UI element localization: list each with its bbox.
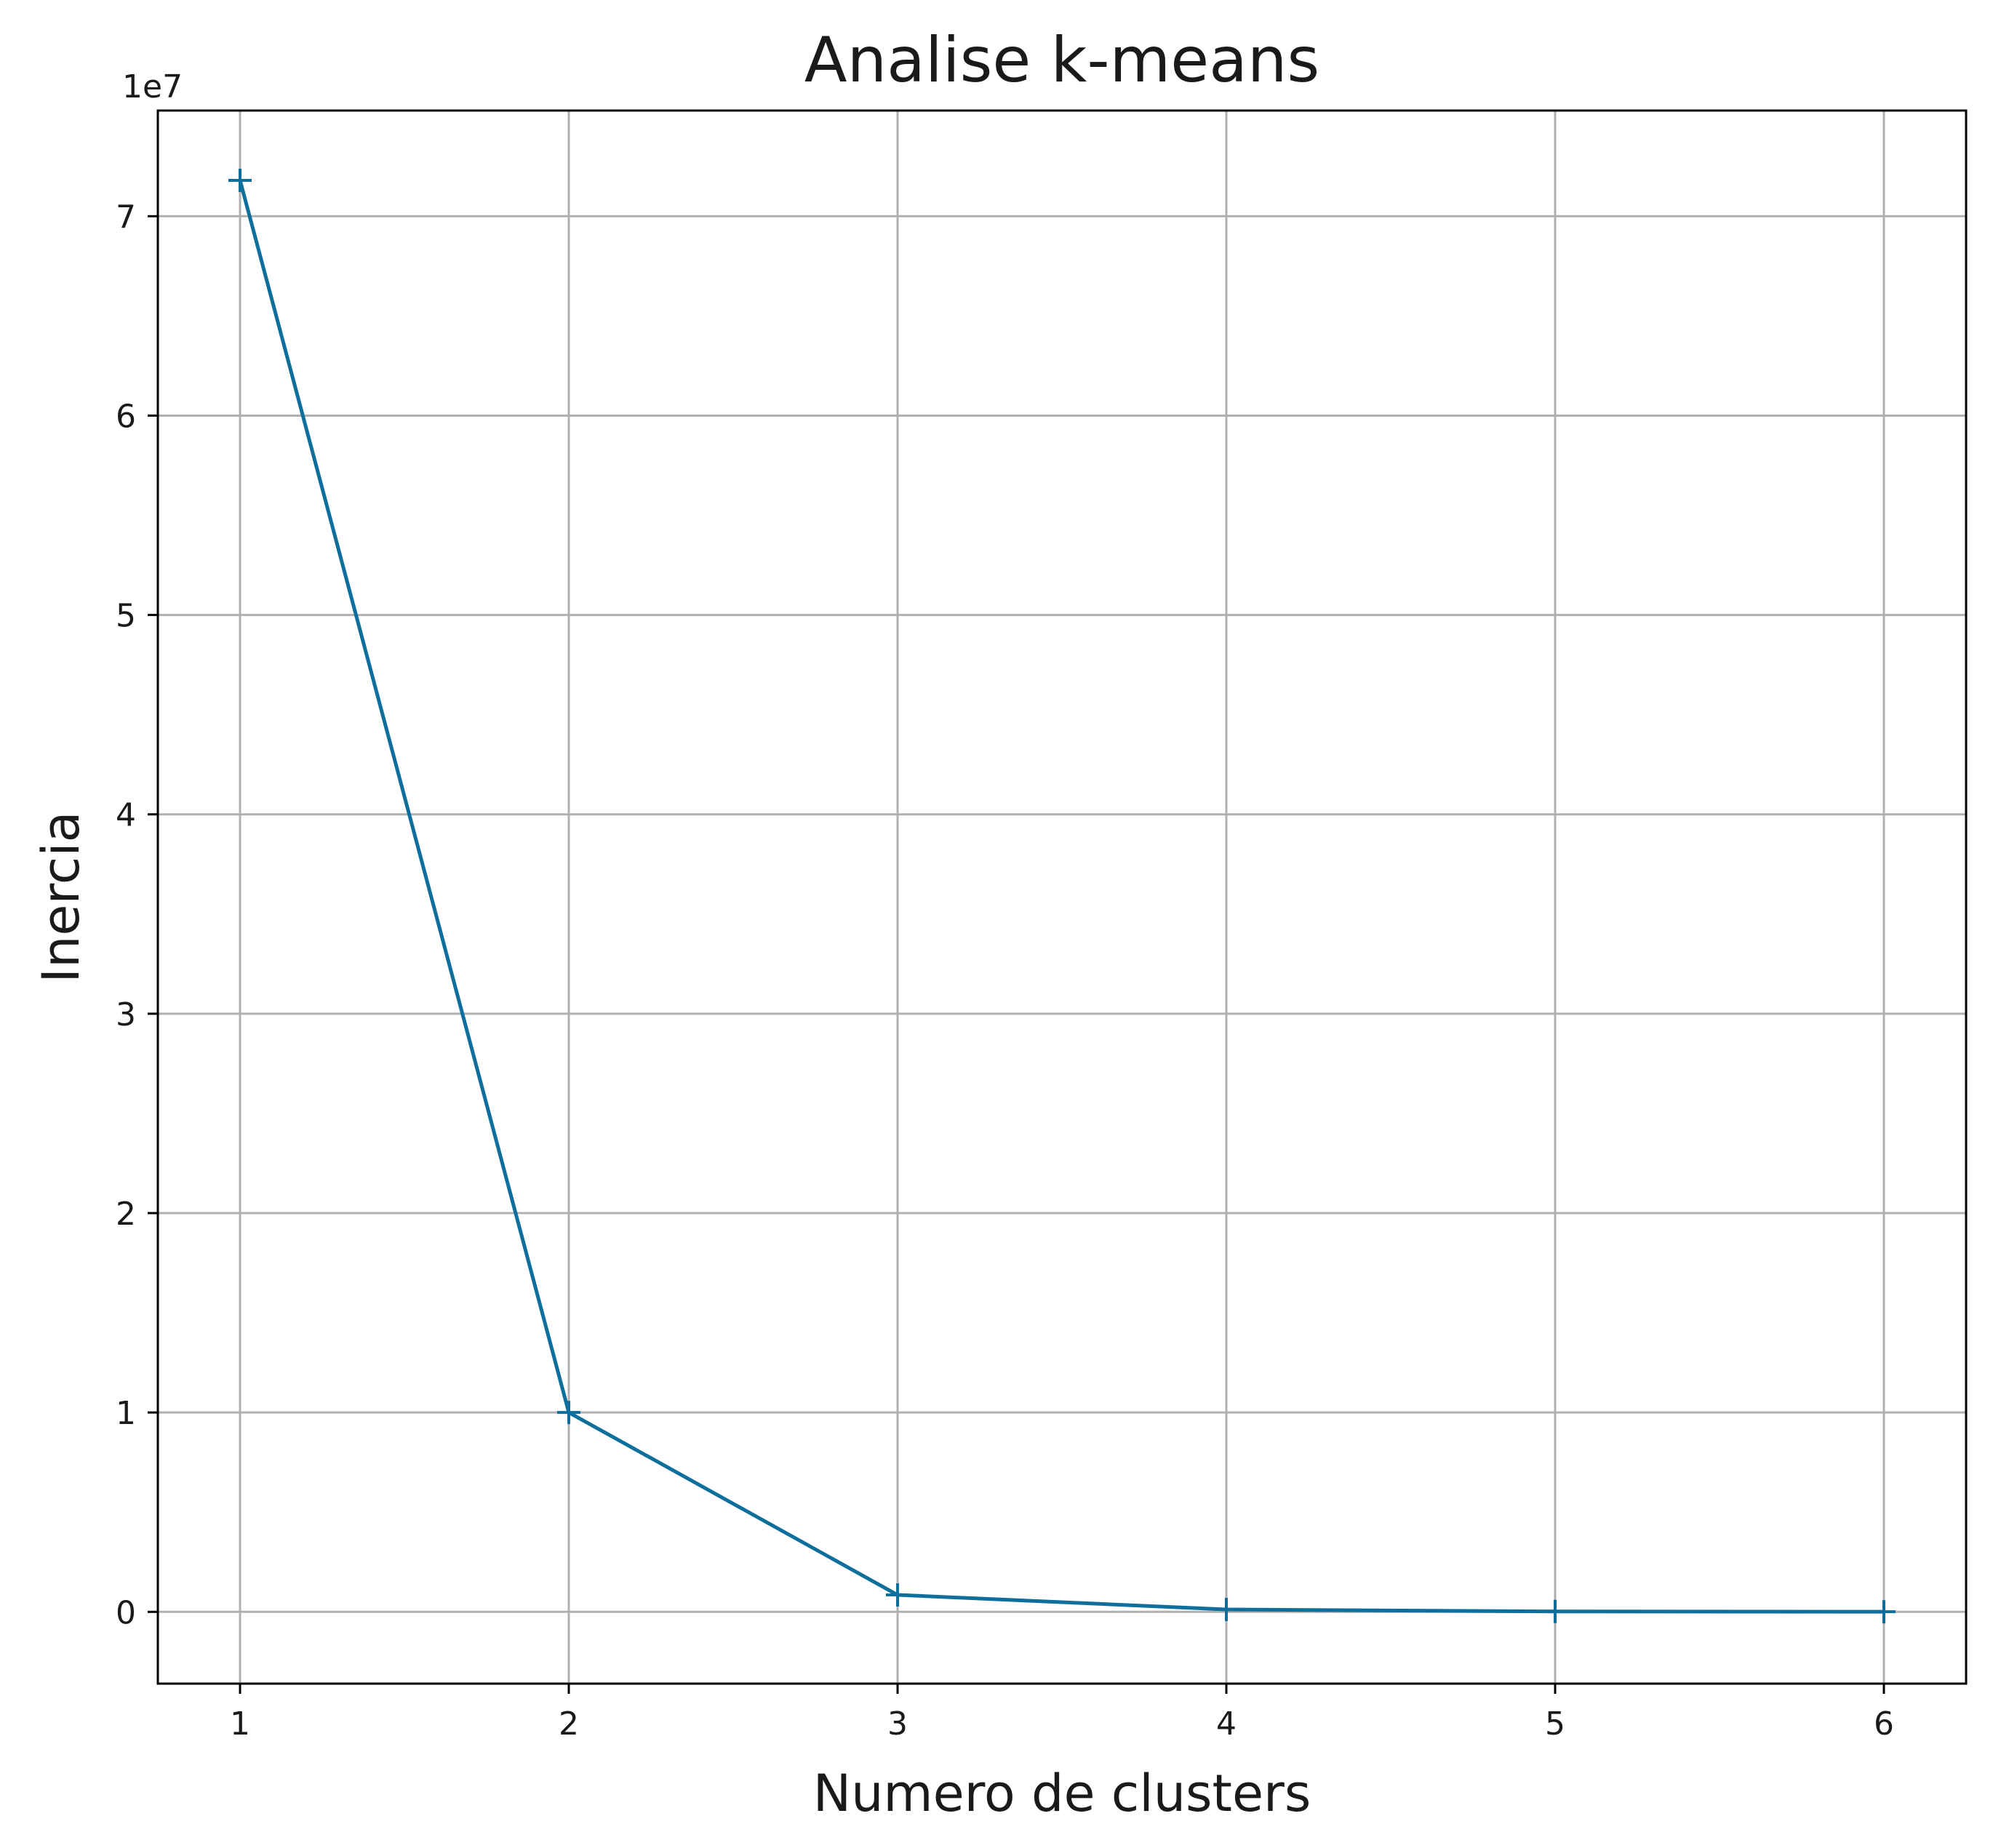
series-line bbox=[238, 178, 1886, 1614]
x-tick-label: 6 bbox=[1874, 1705, 1894, 1743]
y-tick-label: 4 bbox=[116, 797, 136, 834]
x-tick-label: 2 bbox=[559, 1705, 579, 1743]
x-tick-label: 1 bbox=[230, 1705, 250, 1743]
grid-lines bbox=[158, 111, 1966, 1684]
x-axis-label: Numero de clusters bbox=[813, 1764, 1311, 1823]
data-point bbox=[1872, 1600, 1896, 1624]
y-tick-label: 3 bbox=[116, 996, 136, 1033]
x-tick-label: 4 bbox=[1216, 1705, 1237, 1743]
series-layer bbox=[228, 168, 1896, 1624]
y-tick-label: 7 bbox=[116, 199, 136, 236]
y-axis-offset-label: 1e7 bbox=[122, 68, 183, 105]
data-point bbox=[557, 1401, 580, 1425]
axis-ticks bbox=[148, 215, 1885, 1694]
y-tick-label: 2 bbox=[116, 1196, 136, 1233]
plot-frame bbox=[156, 109, 1968, 1685]
y-tick-label: 0 bbox=[116, 1594, 136, 1631]
chart-title: Analise k-means bbox=[804, 24, 1319, 97]
data-point bbox=[1215, 1598, 1238, 1622]
data-point bbox=[886, 1583, 909, 1607]
data-point bbox=[1543, 1599, 1567, 1623]
x-tick-label: 5 bbox=[1545, 1705, 1565, 1743]
x-tick-label: 3 bbox=[887, 1705, 908, 1743]
y-tick-label: 5 bbox=[116, 598, 136, 635]
data-point bbox=[228, 168, 252, 192]
y-tick-label: 6 bbox=[116, 398, 136, 435]
y-axis-label: Inercia bbox=[31, 811, 91, 983]
y-tick-label: 1 bbox=[116, 1395, 136, 1432]
